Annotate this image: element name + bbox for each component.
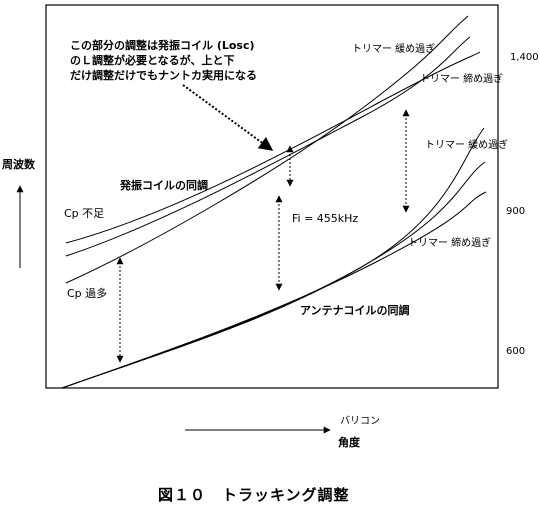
y-tick-1400: 1,400 xyxy=(510,52,539,63)
label-trimmer-loose-top: トリマー 緩め過ぎ xyxy=(352,44,436,55)
label-cp-over: Cp 過多 xyxy=(67,287,108,300)
label-antenna-tracking: アンテナコイルの同調 xyxy=(300,304,410,317)
annotation-line-2: のＬ調整が必要となるが、上と下 xyxy=(70,54,235,67)
annotation-line-1: この部分の調整は発振コイル (Losc) xyxy=(70,39,255,52)
antenna-curve-trimmer-loose xyxy=(61,127,485,389)
x-axis-label: 角度 xyxy=(338,436,360,449)
y-tick-600: 600 xyxy=(506,346,526,357)
x-axis-sub-label: バリコン xyxy=(340,416,380,427)
figure-caption: 図１０ トラッキング調整 xyxy=(158,486,350,504)
label-fi: Fi = 455kHz xyxy=(292,212,359,225)
osc-curve-ideal xyxy=(65,51,481,244)
label-trimmer-loose-lower: トリマー 緩め過ぎ xyxy=(425,140,509,151)
label-trimmer-tight-top: トリマー 締め過ぎ xyxy=(420,74,504,85)
y-axis-label: 周波数 xyxy=(2,158,35,171)
osc-curve-trimmer-loose xyxy=(65,15,469,284)
y-tick-900: 900 xyxy=(506,206,526,217)
antenna-curve-ideal xyxy=(61,161,486,389)
label-cp-short: Cp 不足 xyxy=(64,207,105,220)
annotation-pointer xyxy=(182,84,274,151)
osc-curve-trimmer-tight xyxy=(65,36,471,257)
label-osc-tracking: 発振コイルの同調 xyxy=(120,179,208,192)
annotation-line-3: だけ調整だけでもナントカ実用になる xyxy=(70,69,257,82)
label-trimmer-tight-lower: トリマー 締め過ぎ xyxy=(408,238,492,249)
antenna-curve-trimmer-tight xyxy=(61,191,487,389)
plot-frame xyxy=(45,4,499,389)
